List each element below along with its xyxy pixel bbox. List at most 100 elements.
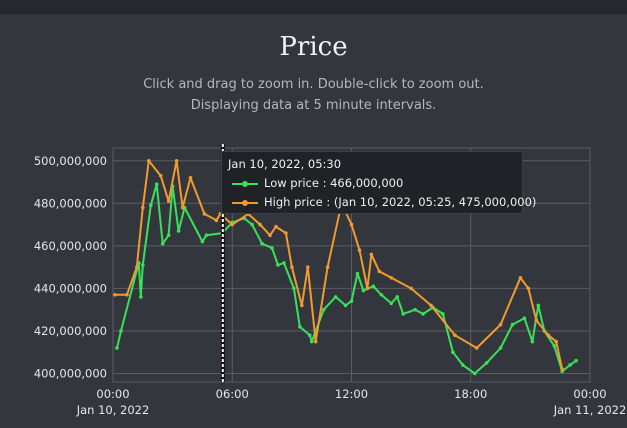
- high-price-point: [357, 248, 362, 252]
- high-price-point: [174, 158, 179, 163]
- low-price-point: [141, 263, 145, 267]
- low-price-point: [574, 358, 578, 363]
- y-axis: 400,000,000 420,000,000 440,000,000 460,000…: [34, 154, 107, 381]
- x-tick-label: 06:00: [216, 387, 249, 401]
- low-price-swatch-icon: [232, 179, 258, 189]
- low-price-point: [395, 295, 400, 299]
- low-price-point: [200, 239, 205, 244]
- hover-tooltip: Jan 10, 2022, 05:30 Low price : 466,000,…: [221, 151, 536, 214]
- x-axis: 00:00 Jan 10, 2022 06:00 12:00 18:00 00:00 Jan…: [76, 387, 627, 417]
- y-tick-label: 460,000,000: [34, 239, 107, 253]
- y-tick-label: 400,000,000: [34, 366, 107, 380]
- high-price-line: [115, 159, 564, 370]
- low-price-point: [536, 303, 541, 308]
- high-price-point: [135, 265, 139, 269]
- low-price-point: [333, 295, 338, 299]
- low-price-point: [343, 303, 348, 308]
- low-price-point: [160, 241, 165, 246]
- x-tick-label: 18:00: [454, 387, 487, 401]
- low-price-point: [361, 288, 366, 293]
- high-price-point: [349, 222, 354, 227]
- high-price-point: [546, 333, 551, 338]
- low-price-point: [298, 324, 302, 329]
- high-price-point: [377, 269, 382, 274]
- x-tick-date-label: Jan 11, 2022: [553, 403, 627, 417]
- low-price-point: [355, 271, 360, 276]
- x-tick-label: 00:00: [573, 387, 606, 401]
- y-tick-label: 480,000,000: [34, 196, 107, 210]
- x-tick-label: 12:00: [335, 387, 368, 401]
- low-price-point: [282, 261, 286, 265]
- high-price-point: [180, 205, 185, 210]
- low-price-point: [276, 263, 280, 267]
- low-price-point: [154, 182, 159, 186]
- low-price-point: [139, 295, 143, 299]
- high-price-point: [268, 233, 272, 238]
- low-price-point: [349, 299, 354, 303]
- x-tick-label: 00:00: [96, 387, 129, 401]
- low-price-point: [204, 233, 209, 238]
- tooltip-low-row: Low price : 466,000,000: [232, 176, 403, 190]
- high-price-point: [369, 252, 374, 257]
- low-price-point: [270, 246, 274, 250]
- low-price-point: [292, 286, 296, 291]
- window-top-bar: [0, 0, 627, 14]
- high-price-point: [526, 286, 531, 291]
- tooltip-low-label: Low price : 466,000,000: [264, 176, 404, 190]
- high-price-point: [258, 222, 262, 227]
- high-price-point: [313, 339, 318, 344]
- chart-title: Price: [279, 32, 348, 62]
- y-tick-label: 420,000,000: [34, 324, 107, 338]
- high-price-point: [284, 231, 288, 235]
- tooltip-time: Jan 10, 2022, 05:30: [228, 157, 342, 171]
- low-price-point: [522, 316, 527, 320]
- high-price-point: [498, 322, 503, 327]
- low-price-point: [421, 312, 425, 316]
- chart-subtitle-interval: Displaying data at 5 minute intervals.: [190, 98, 437, 113]
- high-price-point: [305, 265, 310, 269]
- low-price-point: [451, 350, 455, 355]
- high-price-point: [560, 367, 564, 372]
- high-price-point: [554, 339, 559, 344]
- low-price-point: [568, 363, 572, 367]
- low-price-point: [379, 292, 384, 297]
- high-price-point: [230, 222, 235, 227]
- tooltip-high-row: High price : (Jan 10, 2022, 05:25, 475,0…: [232, 195, 536, 209]
- high-price-point: [158, 173, 163, 178]
- y-tick-label: 440,000,000: [34, 281, 107, 295]
- high-price-point: [113, 292, 117, 297]
- high-price-point: [300, 303, 304, 308]
- low-price-point: [166, 233, 171, 238]
- high-price-point: [274, 224, 278, 229]
- low-price-point: [115, 346, 119, 350]
- high-price-swatch-icon: [232, 198, 258, 208]
- high-price-point: [141, 205, 145, 210]
- high-price-point: [389, 275, 394, 280]
- high-price-point: [166, 199, 171, 203]
- low-price-point: [401, 312, 405, 316]
- low-price-point: [510, 322, 515, 327]
- high-price-point: [518, 275, 523, 280]
- high-price-point: [453, 333, 457, 338]
- high-price-point: [188, 175, 193, 180]
- low-price-point: [498, 346, 503, 350]
- high-price-point: [409, 286, 413, 291]
- y-tick-label: 500,000,000: [34, 154, 107, 168]
- low-price-point: [307, 333, 312, 338]
- x-tick-date-label: Jan 10, 2022: [76, 403, 150, 417]
- low-price-series: [115, 182, 578, 376]
- low-price-point: [389, 301, 394, 306]
- high-price-point: [146, 158, 151, 163]
- high-price-point: [429, 303, 433, 308]
- high-price-point: [125, 292, 129, 297]
- high-price-point: [202, 212, 207, 216]
- high-price-point: [365, 286, 370, 291]
- low-price-point: [441, 312, 445, 316]
- low-price-point: [148, 203, 153, 208]
- low-price-point: [176, 229, 181, 233]
- high-price-point: [325, 265, 330, 269]
- low-price-point: [461, 363, 465, 367]
- low-price-point: [484, 361, 489, 365]
- low-price-point: [413, 307, 417, 312]
